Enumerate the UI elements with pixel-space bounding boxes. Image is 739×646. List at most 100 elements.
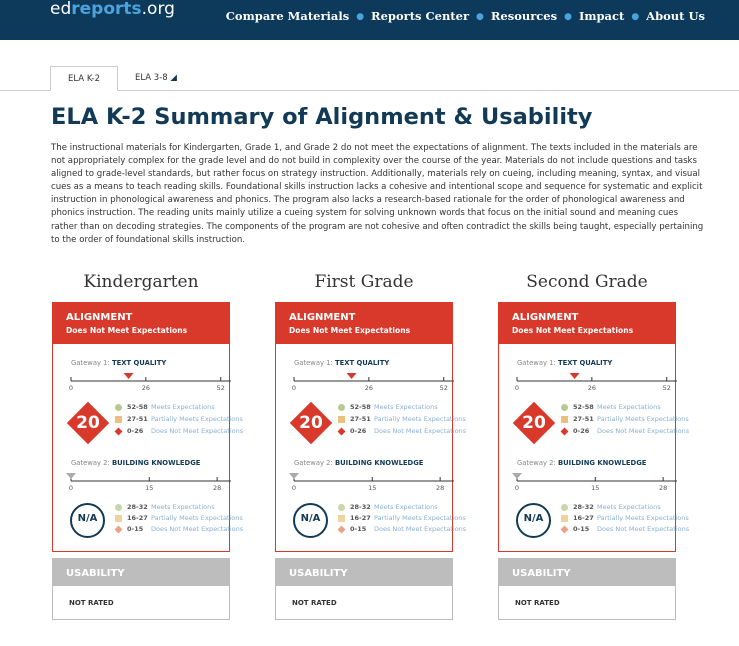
- scale-tick-label: 0: [69, 484, 73, 492]
- legend-text: Partially Meets Expectations: [151, 415, 243, 423]
- alignment-card: ALIGNMENT Does Not Meet Expectations Gatew…: [52, 302, 243, 552]
- score-marker: [123, 373, 134, 379]
- dropdown-icon: ◢: [170, 73, 177, 83]
- gateway-prefix: Gateway 2:: [294, 459, 333, 467]
- alignment-band: [499, 303, 675, 344]
- nav: Compare Materials ● Reports Center ● Resourc…: [226, 9, 705, 25]
- usability-card: USABILITY NOT RATED: [498, 558, 676, 620]
- gateway-name: BUILDING KNOWLEDGE: [557, 459, 647, 467]
- score-value: 20: [522, 413, 546, 433]
- tab[interactable]: ELA K-2: [50, 66, 118, 91]
- legend-text: Does Not Meet Expectations: [597, 525, 690, 533]
- legend-text: Meets Expectations: [151, 403, 215, 411]
- gateway-prefix: Gateway 1:: [71, 359, 110, 367]
- usability-rating: NOT RATED: [292, 599, 337, 607]
- scale-tick-label: 52: [663, 384, 671, 392]
- gateway-label: Gateway 1: TEXT QUALITY: [517, 359, 612, 367]
- grade-name: First Grade: [314, 272, 414, 292]
- gateway-prefix: Gateway 2:: [517, 459, 556, 467]
- score-circle: [293, 503, 328, 538]
- legend-range: 27-51: [127, 415, 148, 423]
- scale-tick-label: 0: [515, 484, 519, 492]
- legend-text: Does Not Meet Expectations: [151, 525, 244, 533]
- legend-icon: [114, 427, 123, 436]
- usability-heading: USABILITY: [66, 568, 125, 579]
- logo-part: ed: [50, 0, 72, 19]
- alignment-card: ALIGNMENT Does Not Meet Expectations Gatew…: [498, 302, 689, 552]
- logo[interactable]: edreports.org: [50, 0, 175, 18]
- legend-range: 52-58: [573, 403, 594, 411]
- legend-icon: [115, 404, 122, 411]
- nav-separator: ●: [631, 12, 640, 22]
- gateway-scale: 0265258: [515, 373, 677, 392]
- legend-range: 27-51: [573, 415, 594, 423]
- legend-text: Meets Expectations: [374, 403, 438, 411]
- nav-link[interactable]: Impact: [578, 9, 625, 23]
- legend-text: Partially Meets Expectations: [151, 514, 243, 522]
- legend-range: 16-27: [350, 514, 371, 522]
- alignment-band: [276, 303, 452, 344]
- legend-text: Partially Meets Expectations: [597, 514, 689, 522]
- usability-card: USABILITY NOT RATED: [275, 558, 453, 620]
- scale-marker: [512, 473, 522, 479]
- gateway-label: Gateway 1: TEXT QUALITY: [71, 359, 166, 367]
- gateway-name: BUILDING KNOWLEDGE: [111, 459, 201, 467]
- score-value: N/A: [523, 513, 544, 524]
- nav-separator: ●: [564, 12, 572, 22]
- nav-link[interactable]: Resources: [490, 9, 558, 23]
- usability-band: [276, 559, 452, 586]
- scale-tick-label: 0: [292, 484, 296, 492]
- gateway-prefix: Gateway 2:: [71, 459, 110, 467]
- legend-range: 28-32: [573, 503, 594, 511]
- legend-range: 0-15: [127, 525, 144, 533]
- legend-icon: [561, 504, 568, 511]
- scale-tick-label: 15: [368, 484, 376, 492]
- legend-range: 27-51: [350, 415, 371, 423]
- score-value: N/A: [300, 513, 321, 524]
- legend-range: 0-15: [573, 525, 590, 533]
- legend-icon: [338, 504, 345, 511]
- legend-icon: [561, 416, 568, 423]
- legend-icon: [114, 525, 123, 534]
- alignment-heading: ALIGNMENT: [66, 312, 133, 323]
- gateway-scale: 0152832: [289, 473, 454, 492]
- legend-range: 52-58: [127, 403, 148, 411]
- alignment-rating: Does Not Meet Expectations: [66, 326, 188, 335]
- legend-icon: [115, 504, 122, 511]
- legend-icon: [338, 515, 345, 522]
- legend-text: Partially Meets Expectations: [374, 415, 466, 423]
- nav-link[interactable]: Compare Materials: [225, 9, 350, 23]
- tab[interactable]: ELA 3-8 ◢: [118, 66, 194, 91]
- legend-icon: [115, 515, 122, 522]
- legend-text: Meets Expectations: [374, 503, 438, 511]
- gateway-scale: 0265258: [69, 373, 231, 392]
- legend-icon: [560, 525, 569, 534]
- legend-text: Does Not Meet Expectations: [374, 427, 467, 435]
- score-marker: [569, 373, 580, 379]
- legend-icon: [560, 427, 569, 436]
- scale-marker: [66, 473, 76, 479]
- legend-text: Partially Meets Expectations: [374, 514, 466, 522]
- logo-part: reports: [71, 0, 142, 19]
- legend-text: Does Not Meet Expectations: [151, 427, 244, 435]
- alignment-heading: ALIGNMENT: [289, 312, 356, 323]
- scale-tick-label: 28: [659, 484, 667, 492]
- grade-name: Second Grade: [526, 272, 648, 292]
- nav-link[interactable]: Reports Center: [371, 9, 469, 23]
- scale-tick-label: 52: [217, 384, 225, 392]
- logo-part: .org: [141, 0, 175, 19]
- scale-tick-label: 26: [142, 384, 150, 392]
- legend-icon: [561, 515, 568, 522]
- alignment-rating: Does Not Meet Expectations: [512, 326, 634, 335]
- score-circle: [516, 503, 551, 538]
- scale-tick-label: 26: [588, 384, 596, 392]
- alignment-heading: ALIGNMENT: [512, 312, 579, 323]
- score-value: N/A: [77, 513, 98, 524]
- header: edreports.org Compare Materials ● Reports …: [0, 0, 739, 40]
- legend-range: 28-32: [127, 503, 148, 511]
- gateway-scale: 0265258: [292, 373, 454, 392]
- gateway-label: Gateway 2: BUILDING KNOWLEDGE: [517, 459, 646, 467]
- legend-range: 0-26: [350, 427, 367, 435]
- nav-link[interactable]: About Us: [646, 9, 705, 23]
- gateway-scale: 0152832: [66, 473, 231, 492]
